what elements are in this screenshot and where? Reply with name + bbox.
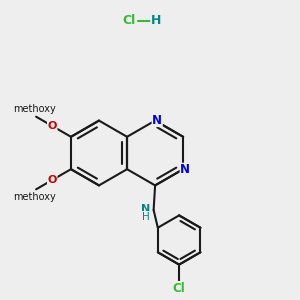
Text: N: N <box>142 203 151 214</box>
Text: H: H <box>142 212 150 222</box>
Text: methoxy: methoxy <box>13 104 56 114</box>
Text: N: N <box>152 113 162 127</box>
Text: Cl: Cl <box>173 281 185 295</box>
Text: N: N <box>180 163 190 176</box>
Text: O: O <box>47 175 57 185</box>
Text: Cl: Cl <box>122 14 136 28</box>
Text: O: O <box>47 121 57 131</box>
Text: methoxy: methoxy <box>13 192 56 202</box>
Text: H: H <box>151 14 161 28</box>
